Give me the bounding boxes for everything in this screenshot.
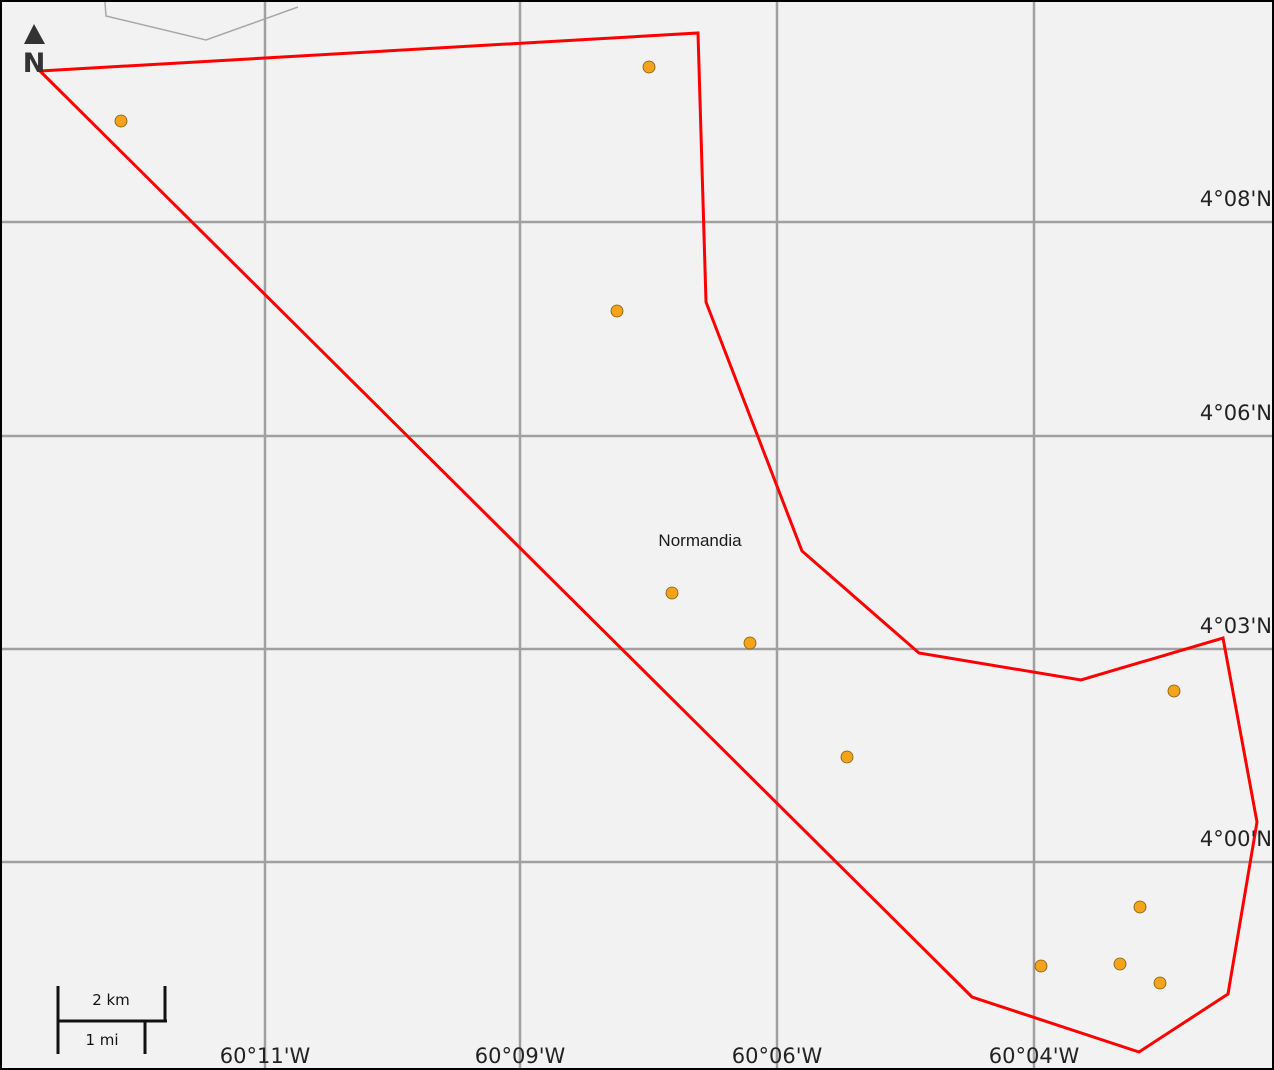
north-arrow-triangle — [24, 24, 45, 44]
point-marker[interactable] — [665, 586, 679, 600]
latitude-labels: 4°08'N 4°06'N 4°03'N 4°00'N — [1200, 187, 1272, 851]
point-marker[interactable] — [1034, 959, 1048, 973]
place-label: Normandia — [658, 531, 742, 550]
point-marker[interactable] — [743, 636, 757, 650]
lon-label: 60°11'W — [220, 1044, 311, 1068]
territory-boundary[interactable] — [36, 31, 1259, 1054]
north-arrow-letter: N — [23, 48, 46, 79]
markers — [114, 60, 1181, 990]
point-marker[interactable] — [1167, 684, 1181, 698]
scale-bar-mi-label: 1 mi — [85, 1031, 118, 1049]
scale-bar — [56, 986, 167, 1054]
point-marker[interactable] — [1113, 957, 1127, 971]
neighbour-boundary — [104, 2, 299, 41]
lon-label: 60°06'W — [732, 1044, 823, 1068]
point-marker[interactable] — [1133, 900, 1147, 914]
point-marker[interactable] — [642, 60, 656, 74]
lon-label: 60°04'W — [989, 1044, 1080, 1068]
point-marker[interactable] — [840, 750, 854, 764]
north-arrow-icon: N — [23, 24, 46, 79]
lat-label: 4°06'N — [1200, 401, 1272, 425]
lon-label: 60°09'W — [475, 1044, 566, 1068]
lat-label: 4°00'N — [1200, 827, 1272, 851]
lat-label: 4°03'N — [1200, 614, 1272, 638]
point-marker[interactable] — [1153, 976, 1167, 990]
scale-bar-km-label: 2 km — [92, 991, 130, 1009]
lat-label: 4°08'N — [1200, 187, 1272, 211]
longitude-labels: 60°11'W 60°09'W 60°06'W 60°04'W — [220, 1044, 1080, 1068]
point-marker[interactable] — [610, 304, 624, 318]
point-marker[interactable] — [114, 114, 128, 128]
